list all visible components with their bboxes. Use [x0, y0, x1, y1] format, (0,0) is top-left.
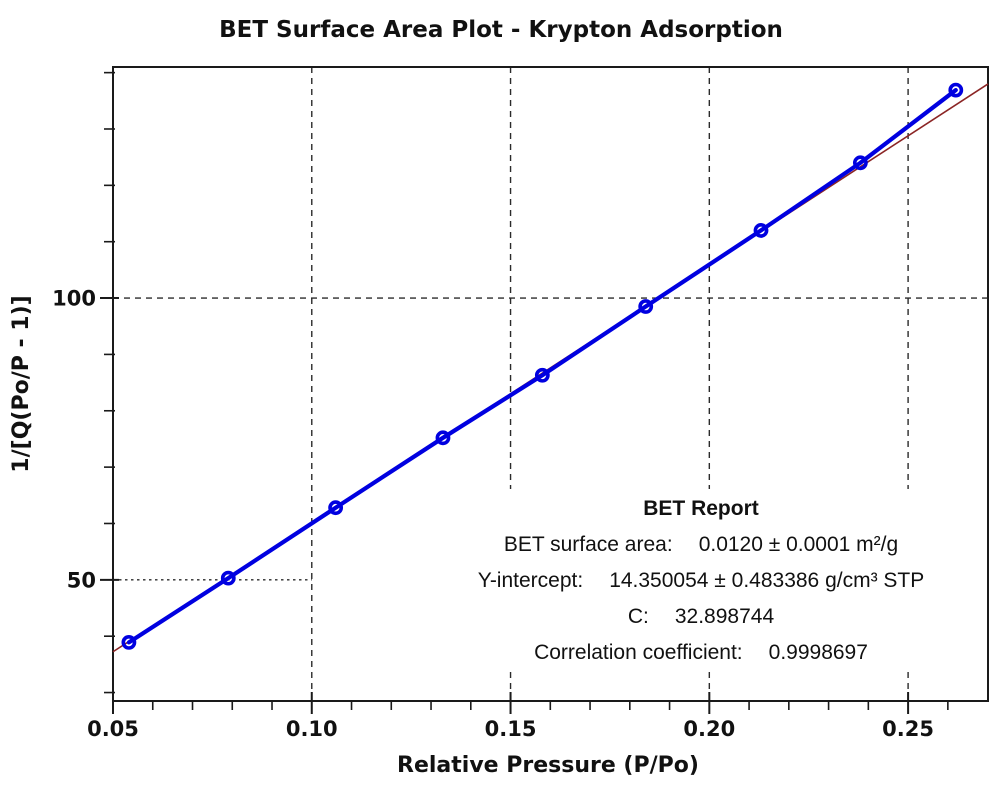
y-axis-label: 1/[Q(Po/P - 1)] — [9, 295, 34, 472]
data-point-marker — [121, 634, 137, 650]
data-point-marker — [753, 223, 769, 238]
report-row: BET surface area: 0.0120 ± 0.0001 m²/g — [401, 527, 1000, 563]
x-tick-label: 0.10 — [286, 717, 338, 741]
data-point-marker — [534, 367, 550, 383]
y-tick-label: 50 — [67, 568, 96, 592]
report-value: 14.350054 ± 0.483386 g/cm³ STP — [609, 569, 925, 592]
report-row: Correlation coefficient: 0.9998697 — [401, 635, 1000, 671]
annotation-rows: BET surface area: 0.0120 ± 0.0001 m²/g Y-i… — [401, 527, 1000, 671]
report-label: Y-intercept: — [477, 569, 584, 592]
report-value: 32.898744 — [674, 605, 775, 628]
annotation-background — [415, 489, 988, 670]
data-point-marker — [852, 155, 868, 171]
report-row: Y-intercept: 14.350054 ± 0.483386 g/cm³ S… — [401, 563, 1000, 599]
x-tick-label: 0.05 — [87, 717, 139, 741]
data-point-marker — [220, 570, 236, 586]
report-label: C: — [627, 605, 649, 628]
report-label: Correlation coefficient: — [534, 641, 743, 664]
report-label: BET surface area: — [503, 533, 673, 556]
x-tick-label: 0.20 — [683, 717, 735, 741]
data-point-marker — [948, 82, 964, 98]
data-line — [126, 88, 958, 645]
chart-title: BET Surface Area Plot - Krypton Adsorpti… — [219, 17, 783, 43]
data-point-marker — [328, 500, 344, 516]
report-value: 0.0120 ± 0.0001 m²/g — [698, 533, 899, 556]
data-point-marker — [638, 299, 654, 314]
data-point-marker — [435, 430, 451, 446]
data-series — [112, 82, 989, 653]
report-value: 0.9998697 — [768, 641, 868, 664]
x-tick-label: 0.25 — [882, 717, 934, 741]
annotation-heading: BET Report — [643, 497, 759, 520]
axes: 0.05 0.10 0.15 0.20 0.25 50 100 — [52, 66, 989, 741]
report-row: C: 32.898744 — [401, 599, 1000, 635]
y-tick-label: 100 — [52, 287, 96, 311]
bet-report-annotation: BET Report BET surface area: 0.0120 ± 0.0… — [401, 491, 1000, 671]
x-axis-label: Relative Pressure (P/Po) — [397, 753, 699, 778]
x-tick-label: 0.15 — [485, 717, 537, 741]
